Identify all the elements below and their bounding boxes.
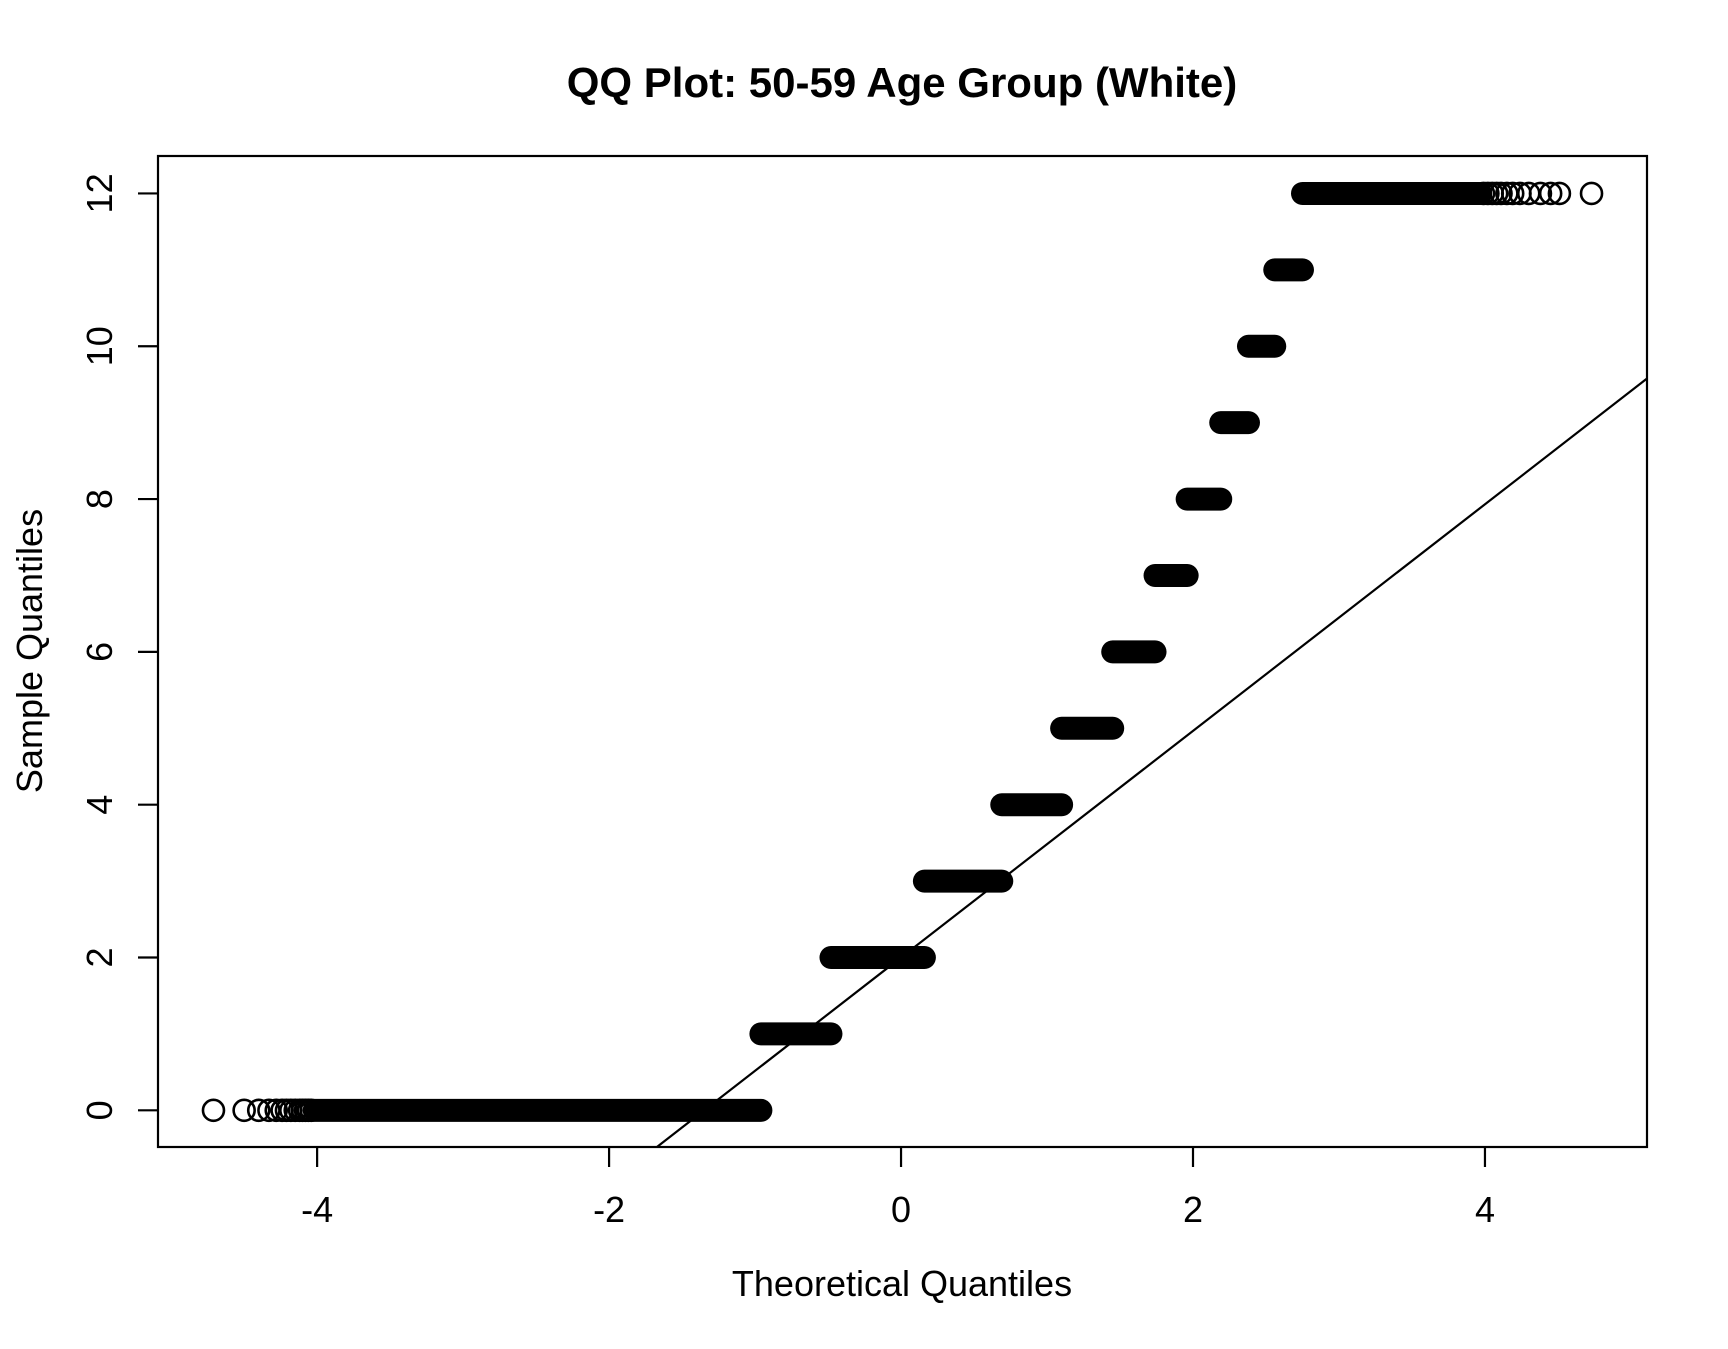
plot-area: -4 -2 0 2 4 0 2 4 6 8 10 12: [79, 154, 1649, 1230]
chart-title: QQ Plot: 50-59 Age Group (White): [567, 59, 1237, 106]
plot-box: [156, 154, 1649, 1149]
qq-point: [201, 1098, 226, 1123]
qq-point: [232, 1098, 256, 1123]
qq-reference-line: [656, 377, 1648, 1148]
y-tick-label: 10: [79, 326, 120, 366]
x-tick-label: -2: [593, 1189, 625, 1230]
qq-point: [246, 1098, 271, 1123]
qq-point: [299, 1098, 324, 1123]
qq-point: [1500, 181, 1525, 206]
y-tick-label: 4: [79, 795, 120, 815]
qq-point: [1528, 181, 1553, 206]
y-axis-label: Sample Quantiles: [9, 509, 50, 793]
x-tick-label: 2: [1183, 1189, 1203, 1230]
x-tick-label: 4: [1475, 1189, 1495, 1230]
qq-point: [1547, 181, 1572, 206]
y-tick-label: 6: [79, 642, 120, 662]
x-axis-label: Theoretical Quantiles: [732, 1263, 1072, 1304]
qq-point: [1579, 181, 1604, 206]
x-tick-label: -4: [301, 1189, 333, 1230]
y-tick-label: 12: [79, 173, 120, 213]
y-tick-label: 8: [79, 489, 120, 509]
x-tick-label: 0: [891, 1189, 911, 1230]
qq-point: [1489, 181, 1513, 206]
y-tick-label: 2: [79, 947, 120, 967]
qq-point: [1538, 181, 1563, 206]
y-tick-label: 0: [79, 1100, 120, 1120]
qq-point: [264, 1098, 289, 1123]
